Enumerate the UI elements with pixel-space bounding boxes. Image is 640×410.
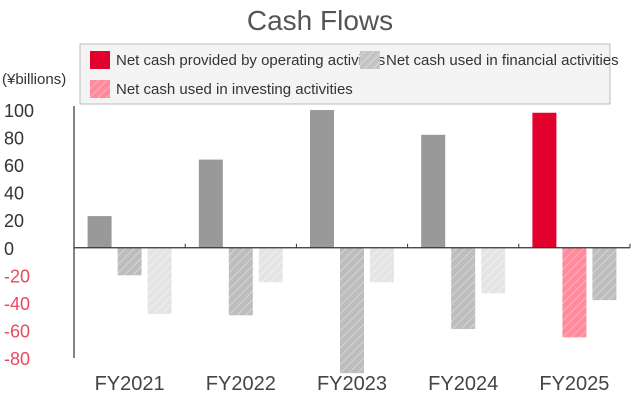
x-category-label: FY2025	[539, 373, 609, 395]
bar-investing	[117, 247, 142, 276]
y-tick-label: 0	[4, 239, 14, 259]
plot-area: 100 80 60 40 20 0 -20 -40 -60 -80 FY2021 FY2022 FY20…	[4, 101, 631, 395]
x-category-label: FY2022	[206, 373, 276, 395]
y-tick-label: 40	[4, 184, 24, 204]
bar-financial	[258, 247, 283, 283]
chart-title: Cash Flows	[247, 5, 393, 36]
bar-investing	[451, 247, 476, 330]
x-category-label: FY2024	[428, 373, 498, 395]
bar-operating	[198, 159, 223, 248]
bar-financial	[370, 247, 394, 283]
x-category-label: FY2023	[317, 373, 387, 395]
bar-financial	[592, 247, 617, 301]
legend: Net cash provided by operating activitie…	[79, 43, 619, 105]
bar-operating	[421, 134, 446, 248]
y-tick-label: 100	[4, 101, 34, 121]
y-tick-label: -80	[4, 349, 30, 369]
legend-label-financial: Net cash used in financial activities	[386, 52, 619, 69]
legend-swatch-investing	[90, 80, 110, 98]
legend-box	[79, 43, 611, 105]
legend-label-investing: Net cash used in investing activities	[116, 81, 353, 98]
y-tick-label: 60	[4, 156, 24, 176]
bar-operating	[310, 110, 334, 248]
bar-investing	[562, 247, 587, 338]
y-tick-label: -60	[4, 321, 30, 341]
y-tick-label: 80	[4, 129, 24, 149]
bar-investing	[340, 247, 364, 374]
y-tick-label: -40	[4, 294, 30, 314]
x-category-label: FY2021	[95, 373, 165, 395]
bar-operating	[532, 112, 557, 248]
bar-financial	[147, 247, 172, 314]
bar-operating	[87, 216, 112, 248]
legend-swatch-operating	[90, 51, 110, 69]
legend-swatch-financial	[360, 51, 380, 69]
y-tick-label: -20	[4, 266, 30, 286]
bar-investing	[228, 247, 253, 316]
y-axis-unit-label: (¥billions)	[2, 71, 66, 88]
legend-label-operating: Net cash provided by operating activitie…	[116, 52, 385, 69]
bar-financial	[481, 247, 506, 294]
y-tick-label: 20	[4, 211, 24, 231]
